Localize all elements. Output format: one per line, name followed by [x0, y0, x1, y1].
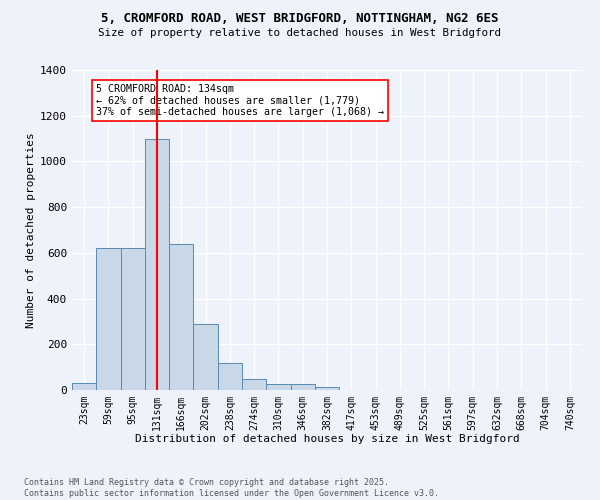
- Bar: [315, 386, 339, 390]
- Text: Size of property relative to detached houses in West Bridgford: Size of property relative to detached ho…: [98, 28, 502, 38]
- Text: 5, CROMFORD ROAD, WEST BRIDGFORD, NOTTINGHAM, NG2 6ES: 5, CROMFORD ROAD, WEST BRIDGFORD, NOTTIN…: [101, 12, 499, 26]
- Bar: [169, 244, 193, 390]
- Text: Contains HM Land Registry data © Crown copyright and database right 2025.
Contai: Contains HM Land Registry data © Crown c…: [24, 478, 439, 498]
- Y-axis label: Number of detached properties: Number of detached properties: [26, 132, 36, 328]
- X-axis label: Distribution of detached houses by size in West Bridgford: Distribution of detached houses by size …: [134, 434, 520, 444]
- Text: 5 CROMFORD ROAD: 134sqm
← 62% of detached houses are smaller (1,779)
37% of semi: 5 CROMFORD ROAD: 134sqm ← 62% of detache…: [96, 84, 384, 117]
- Bar: [242, 378, 266, 390]
- Bar: [218, 362, 242, 390]
- Bar: [96, 248, 121, 390]
- Bar: [266, 384, 290, 390]
- Bar: [72, 383, 96, 390]
- Bar: [290, 384, 315, 390]
- Bar: [145, 138, 169, 390]
- Bar: [193, 324, 218, 390]
- Bar: [121, 248, 145, 390]
